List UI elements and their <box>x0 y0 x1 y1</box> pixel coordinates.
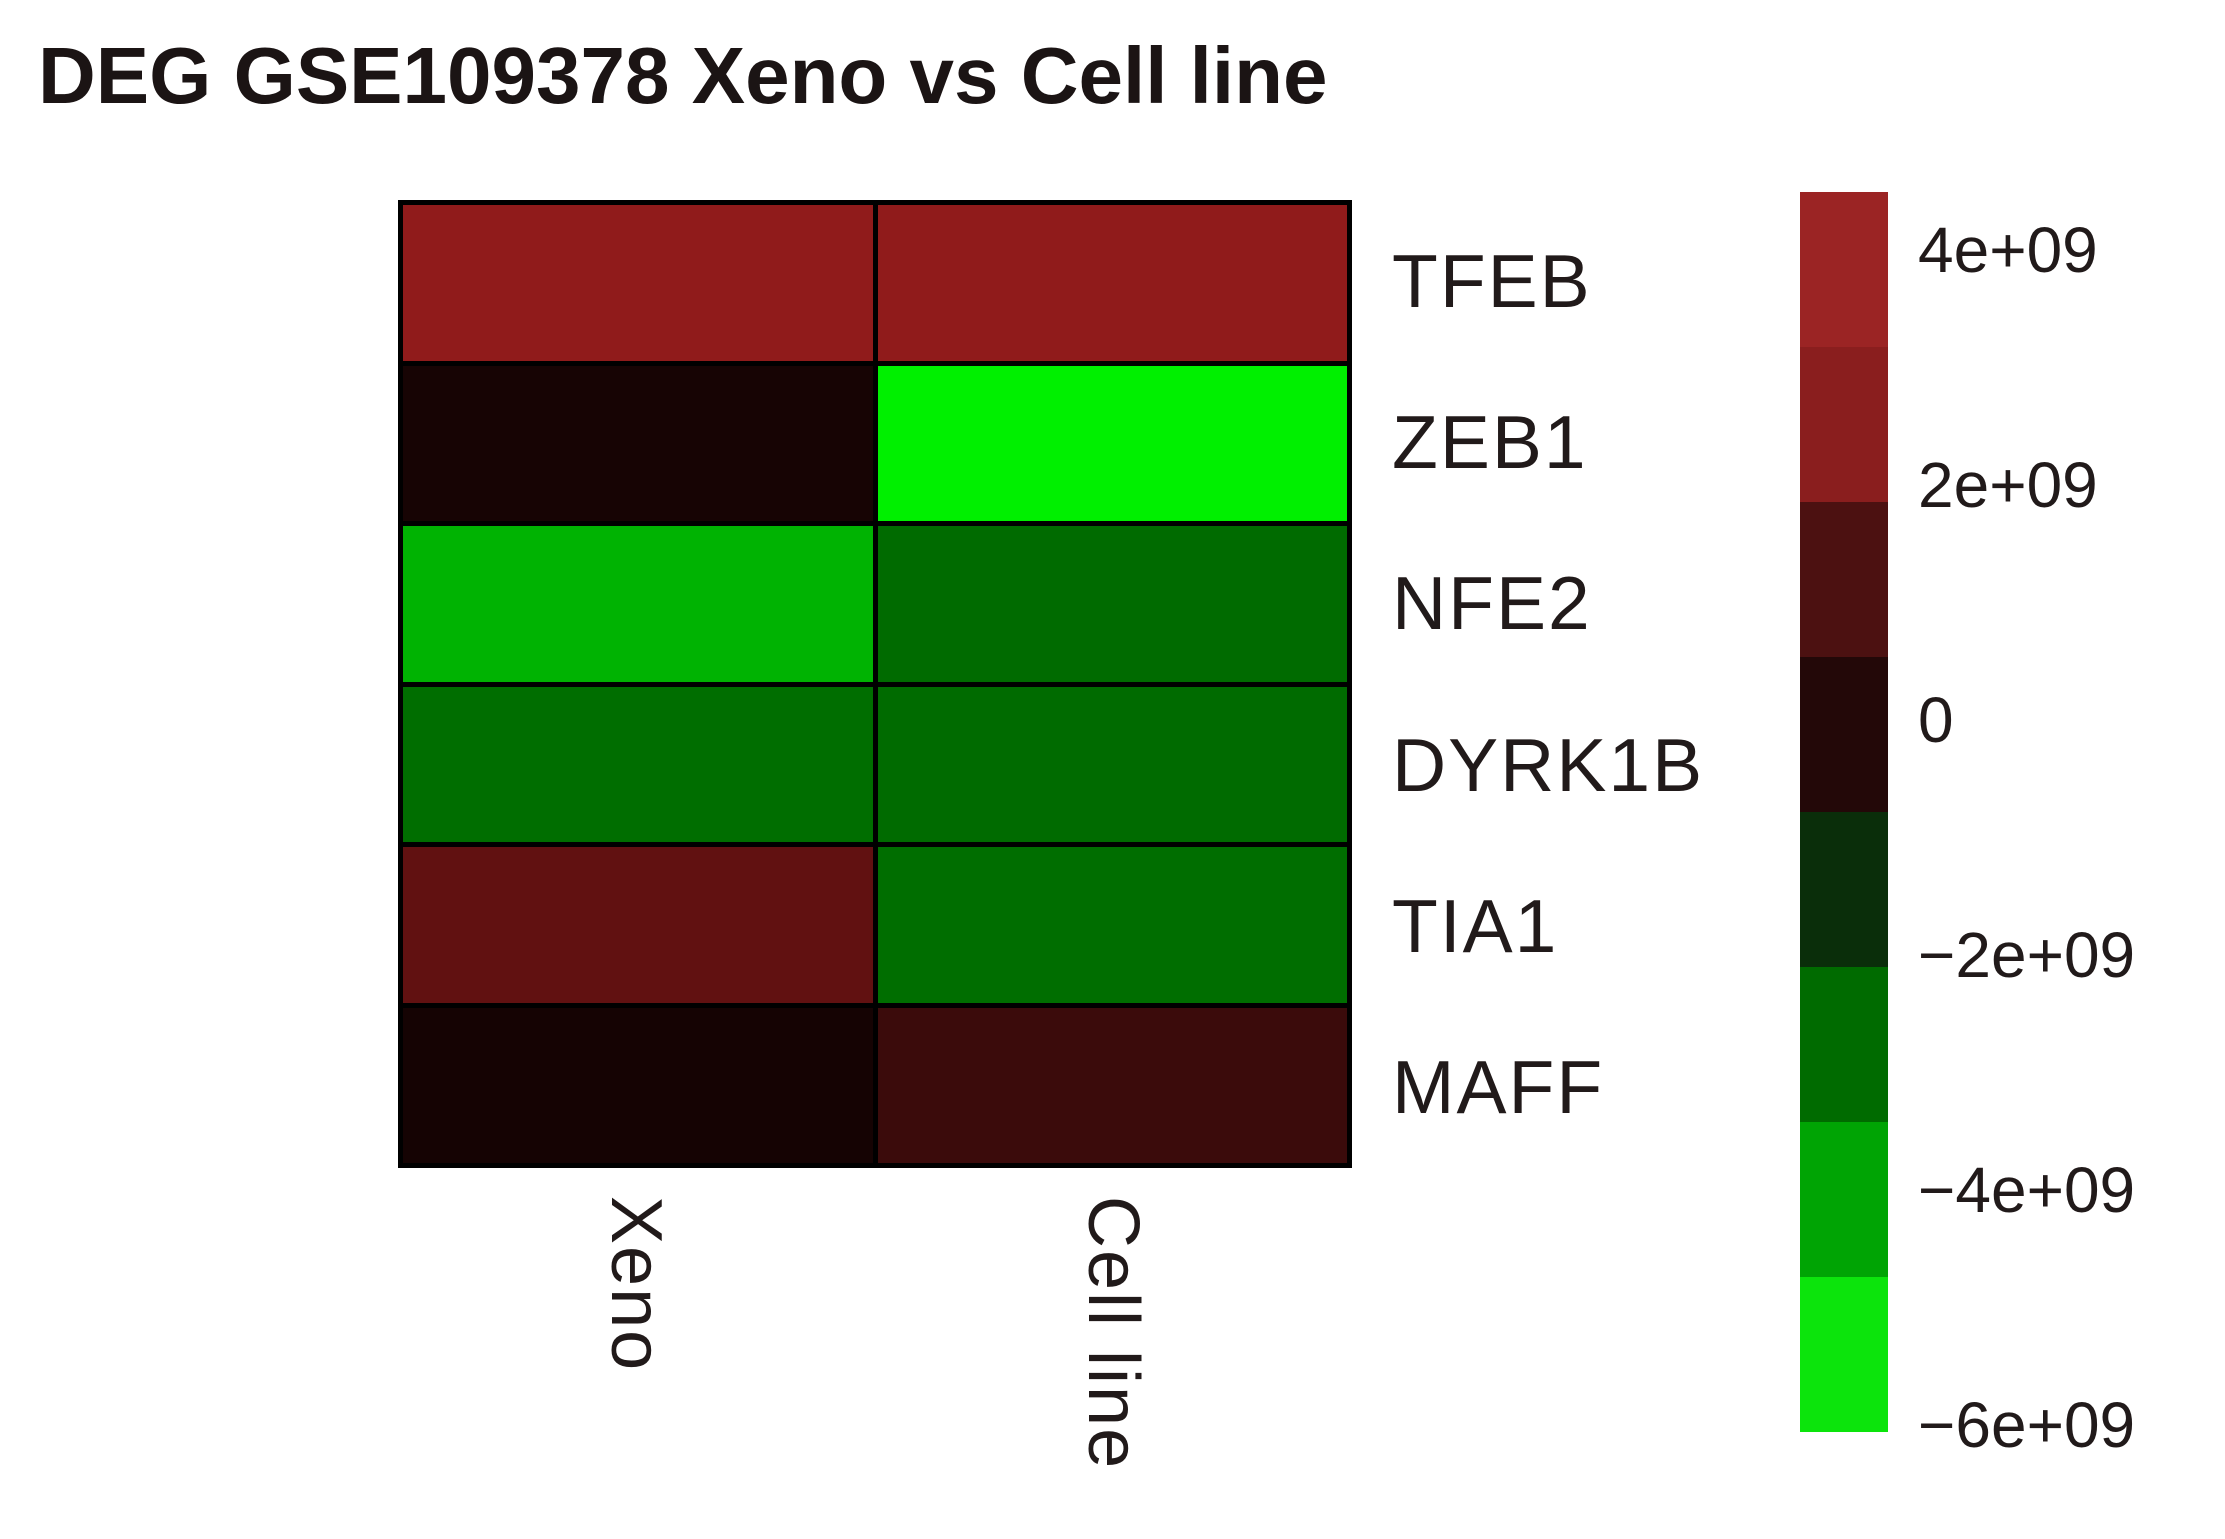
colorbar-tick-4: −4e+09 <box>1918 1154 2136 1226</box>
colorbar-tick-3: −2e+09 <box>1918 919 2136 991</box>
row-label-MAFF: MAFF <box>1392 1045 1605 1130</box>
heatmap-grid <box>398 200 1352 1168</box>
row-label-DYRK1B: DYRK1B <box>1392 722 1705 807</box>
colorbar-block-4 <box>1800 812 1888 967</box>
heatmap-cell-MAFF-Cell-line <box>877 1007 1347 1163</box>
colorbar-tick-1: 2e+09 <box>1918 449 2098 521</box>
colorbar-tick-5: −6e+09 <box>1918 1389 2136 1461</box>
colorbar-block-3 <box>1800 657 1888 812</box>
colorbar-block-2 <box>1800 502 1888 657</box>
heatmap-cell-TIA1-Cell-line <box>877 847 1347 1003</box>
heatmap-cell-DYRK1B-Xeno <box>403 686 873 842</box>
heatmap-row-labels: TFEB ZEB1 NFE2 DYRK1B TIA1 MAFF <box>1392 200 1822 1168</box>
row-label-TIA1: TIA1 <box>1392 883 1559 968</box>
heatmap-cell-NFE2-Xeno <box>403 526 873 682</box>
chart-title: DEG GSE109378 Xeno vs Cell line <box>38 31 1328 120</box>
column-label-Xeno: Xeno <box>595 1196 676 1373</box>
colorbar-tick-2: 0 <box>1918 684 1954 756</box>
colorbar-block-0 <box>1800 192 1888 347</box>
colorbar <box>1800 192 1888 1432</box>
heatmap-cell-TFEB-Cell-line <box>877 205 1347 361</box>
colorbar-tick-labels: 4e+09 2e+09 0 −2e+09 −4e+09 −6e+09 <box>1918 192 2218 1461</box>
heatmap-cell-ZEB1-Cell-line <box>877 365 1347 521</box>
colorbar-block-7 <box>1800 1277 1888 1432</box>
colorbar-block-5 <box>1800 967 1888 1122</box>
colorbar-block-1 <box>1800 347 1888 502</box>
row-label-ZEB1: ZEB1 <box>1392 399 1588 484</box>
heatmap-cell-NFE2-Cell-line <box>877 526 1347 682</box>
heatmap-cell-DYRK1B-Cell-line <box>877 686 1347 842</box>
heatmap-cell-MAFF-Xeno <box>403 1007 873 1163</box>
colorbar-tick-0: 4e+09 <box>1918 214 2098 286</box>
column-label-Cell-line: Cell line <box>1072 1196 1153 1471</box>
colorbar-block-6 <box>1800 1122 1888 1277</box>
row-label-TFEB: TFEB <box>1392 238 1592 323</box>
heatmap-cell-ZEB1-Xeno <box>403 365 873 521</box>
heatmap-cell-TFEB-Xeno <box>403 205 873 361</box>
row-label-NFE2: NFE2 <box>1392 561 1592 646</box>
heatmap-cell-TIA1-Xeno <box>403 847 873 1003</box>
